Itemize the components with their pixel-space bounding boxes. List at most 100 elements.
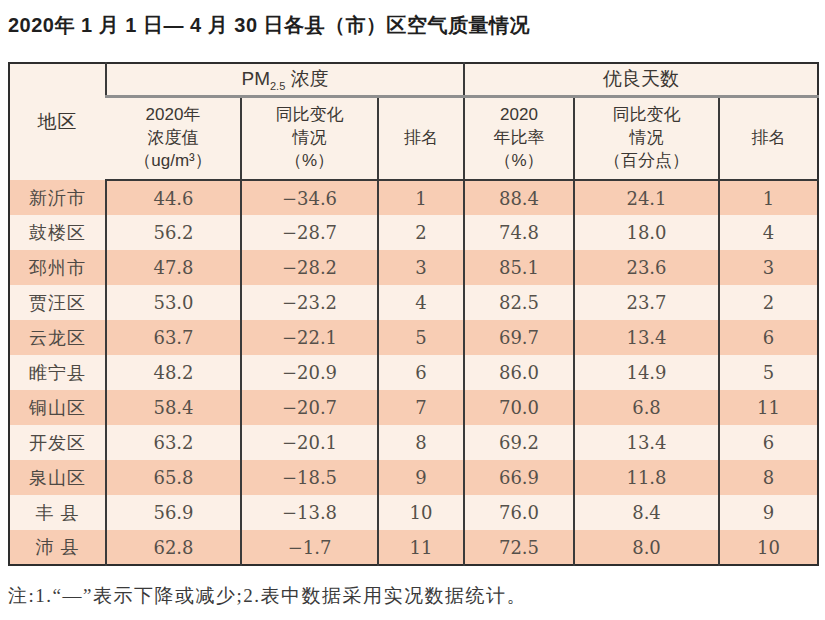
- cell-pm-value: 62.8: [106, 530, 241, 565]
- cell-good-rate: 69.7: [464, 320, 574, 355]
- cell-good-rank: 2: [719, 285, 818, 320]
- cell-pm-value: 63.7: [106, 320, 241, 355]
- table-row: 邳州市 47.8 −28.2 3 85.1 23.6 3: [9, 250, 818, 285]
- cell-good-rate: 76.0: [464, 495, 574, 530]
- cell-region: 丰 县: [9, 495, 106, 530]
- cell-good-rate: 66.9: [464, 460, 574, 495]
- table-row: 鼓楼区 56.2 −28.7 2 74.8 18.0 4: [9, 215, 818, 250]
- page: 2020年 1 月 1 日— 4 月 30 日各县（市）区空气质量情况 地区 P…: [0, 0, 825, 609]
- cell-good-rate: 88.4: [464, 180, 574, 215]
- cell-good-rate: 85.1: [464, 250, 574, 285]
- cell-good-change: 8.0: [574, 530, 719, 565]
- cell-pm-change: −13.8: [241, 495, 378, 530]
- cell-region: 新沂市: [9, 180, 106, 215]
- cell-good-change: 23.6: [574, 250, 719, 285]
- cell-region: 睢宁县: [9, 355, 106, 390]
- cell-pm-rank: 8: [378, 425, 464, 460]
- page-title: 2020年 1 月 1 日— 4 月 30 日各县（市）区空气质量情况: [8, 12, 817, 39]
- table-body: 新沂市 44.6 −34.6 1 88.4 24.1 1 鼓楼区 56.2 −2…: [9, 180, 818, 565]
- cell-good-rate: 82.5: [464, 285, 574, 320]
- cell-good-rate: 74.8: [464, 215, 574, 250]
- cell-pm-rank: 4: [378, 285, 464, 320]
- cell-good-change: 13.4: [574, 320, 719, 355]
- cell-pm-value: 63.2: [106, 425, 241, 460]
- table-row: 贾汪区 53.0 −23.2 4 82.5 23.7 2: [9, 285, 818, 320]
- cell-pm-change: −20.9: [241, 355, 378, 390]
- table-row: 云龙区 63.7 −22.1 5 69.7 13.4 6: [9, 320, 818, 355]
- cell-good-rate: 70.0: [464, 390, 574, 425]
- cell-good-rank: 6: [719, 320, 818, 355]
- cell-good-change: 14.9: [574, 355, 719, 390]
- cell-pm-change: −34.6: [241, 180, 378, 215]
- cell-good-rank: 9: [719, 495, 818, 530]
- cell-pm-change: −28.2: [241, 250, 378, 285]
- cell-region: 沛 县: [9, 530, 106, 565]
- cell-region: 贾汪区: [9, 285, 106, 320]
- cell-pm-change: −1.7: [241, 530, 378, 565]
- group-header-good-days: 优良天数: [464, 63, 818, 96]
- cell-pm-rank: 6: [378, 355, 464, 390]
- cell-good-change: 24.1: [574, 180, 719, 215]
- cell-good-rank: 10: [719, 530, 818, 565]
- cell-good-change: 11.8: [574, 460, 719, 495]
- cell-pm-value: 56.9: [106, 495, 241, 530]
- group-header-row: 地区 PM2.5 浓度 优良天数: [9, 63, 818, 96]
- cell-good-change: 18.0: [574, 215, 719, 250]
- cell-region: 邳州市: [9, 250, 106, 285]
- cell-good-change: 8.4: [574, 495, 719, 530]
- cell-pm-value: 44.6: [106, 180, 241, 215]
- air-quality-table: 地区 PM2.5 浓度 优良天数 2020年 浓度值 （ug/m³） 同比变化 …: [8, 62, 819, 566]
- cell-pm-value: 53.0: [106, 285, 241, 320]
- cell-pm-value: 65.8: [106, 460, 241, 495]
- cell-good-change: 6.8: [574, 390, 719, 425]
- cell-pm-change: −18.5: [241, 460, 378, 495]
- table-row: 丰 县 56.9 −13.8 10 76.0 8.4 9: [9, 495, 818, 530]
- cell-good-rank: 5: [719, 355, 818, 390]
- cell-pm-rank: 3: [378, 250, 464, 285]
- cell-good-rate: 69.2: [464, 425, 574, 460]
- cell-pm-rank: 10: [378, 495, 464, 530]
- cell-pm-change: −28.7: [241, 215, 378, 250]
- col-header-good-rate: 2020 年比率 （%）: [464, 96, 574, 180]
- cell-pm-change: −22.1: [241, 320, 378, 355]
- pm25-label-suffix: 浓度: [285, 68, 328, 89]
- cell-region: 鼓楼区: [9, 215, 106, 250]
- sub-header-row: 2020年 浓度值 （ug/m³） 同比变化 情况 （%） 排名 2020 年比…: [9, 96, 818, 180]
- cell-good-rank: 1: [719, 180, 818, 215]
- cell-pm-change: −23.2: [241, 285, 378, 320]
- cell-good-change: 23.7: [574, 285, 719, 320]
- cell-good-change: 13.4: [574, 425, 719, 460]
- cell-good-rate: 72.5: [464, 530, 574, 565]
- cell-good-rank: 4: [719, 215, 818, 250]
- pm25-label-prefix: PM: [241, 68, 270, 89]
- cell-region: 泉山区: [9, 460, 106, 495]
- table-header: 地区 PM2.5 浓度 优良天数 2020年 浓度值 （ug/m³） 同比变化 …: [9, 63, 818, 180]
- col-header-good-rank: 排名: [719, 96, 818, 180]
- cell-pm-rank: 9: [378, 460, 464, 495]
- table-row: 新沂市 44.6 −34.6 1 88.4 24.1 1: [9, 180, 818, 215]
- col-header-region: 地区: [9, 63, 106, 180]
- cell-good-rank: 8: [719, 460, 818, 495]
- cell-pm-value: 47.8: [106, 250, 241, 285]
- table-row: 铜山区 58.4 −20.7 7 70.0 6.8 11: [9, 390, 818, 425]
- cell-pm-rank: 1: [378, 180, 464, 215]
- group-header-pm25: PM2.5 浓度: [106, 63, 464, 96]
- cell-good-rate: 86.0: [464, 355, 574, 390]
- cell-pm-value: 58.4: [106, 390, 241, 425]
- table-row: 泉山区 65.8 −18.5 9 66.9 11.8 8: [9, 460, 818, 495]
- cell-pm-rank: 11: [378, 530, 464, 565]
- cell-pm-value: 48.2: [106, 355, 241, 390]
- table-row: 开发区 63.2 −20.1 8 69.2 13.4 6: [9, 425, 818, 460]
- col-header-good-change: 同比变化 情况 （百分点）: [574, 96, 719, 180]
- cell-good-rank: 6: [719, 425, 818, 460]
- cell-pm-change: −20.7: [241, 390, 378, 425]
- cell-region: 铜山区: [9, 390, 106, 425]
- table-row: 睢宁县 48.2 −20.9 6 86.0 14.9 5: [9, 355, 818, 390]
- pm25-subscript: 2.5: [270, 80, 285, 92]
- cell-region: 开发区: [9, 425, 106, 460]
- cell-good-rank: 11: [719, 390, 818, 425]
- cell-pm-rank: 7: [378, 390, 464, 425]
- cell-region: 云龙区: [9, 320, 106, 355]
- col-header-pm-rank: 排名: [378, 96, 464, 180]
- cell-good-rank: 3: [719, 250, 818, 285]
